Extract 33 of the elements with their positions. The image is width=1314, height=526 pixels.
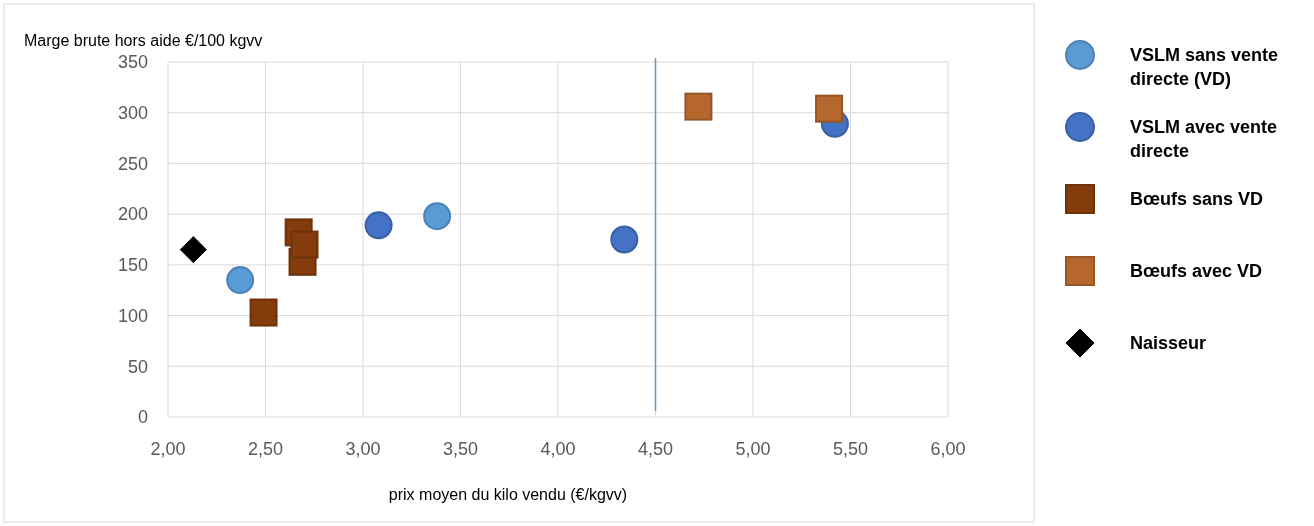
x-tick-label: 4,00 [540,439,576,459]
x-tick-label: 6,00 [930,439,966,459]
y-tick-label: 150 [117,255,148,276]
point [249,298,278,327]
point [423,202,452,231]
y-tick-label: 350 [117,52,148,73]
y-tick-label: 0 [137,407,148,428]
y-axis-title: Marge brute hors aide €/100 kgvv [24,32,263,49]
y-tick-label: 250 [117,153,148,174]
y-tick-label: 200 [117,204,148,225]
y-tick-label: 50 [127,356,148,377]
x-tick-label: 3,50 [442,439,479,459]
point [684,92,713,121]
y-tick-label: 100 [117,305,148,326]
point [815,94,844,123]
x-axis-title: prix moyen du kilo vendu (€/kgvv) [388,486,628,503]
legend-label: VSLM avec vente directe [1130,117,1278,161]
legend-label: Naisseur [1130,333,1207,353]
point [226,266,255,295]
point [290,230,319,259]
x-tick-label: 5,50 [832,439,869,459]
point [179,236,207,264]
y-tick-label: 300 [117,103,148,124]
x-tick-label: 3,00 [345,439,381,459]
point [364,211,393,240]
legend-label: Bœufs avec VD [1130,261,1263,281]
x-tick-label: 5,00 [735,439,771,459]
legend-label: Bœufs sans VD [1130,189,1264,209]
legend-label: VSLM sans vente directe (VD) [1130,45,1279,89]
x-tick-label: 2,50 [247,439,284,459]
point [610,225,639,254]
x-tick-label: 2,00 [150,439,186,459]
x-tick-label: 4,50 [637,439,674,459]
